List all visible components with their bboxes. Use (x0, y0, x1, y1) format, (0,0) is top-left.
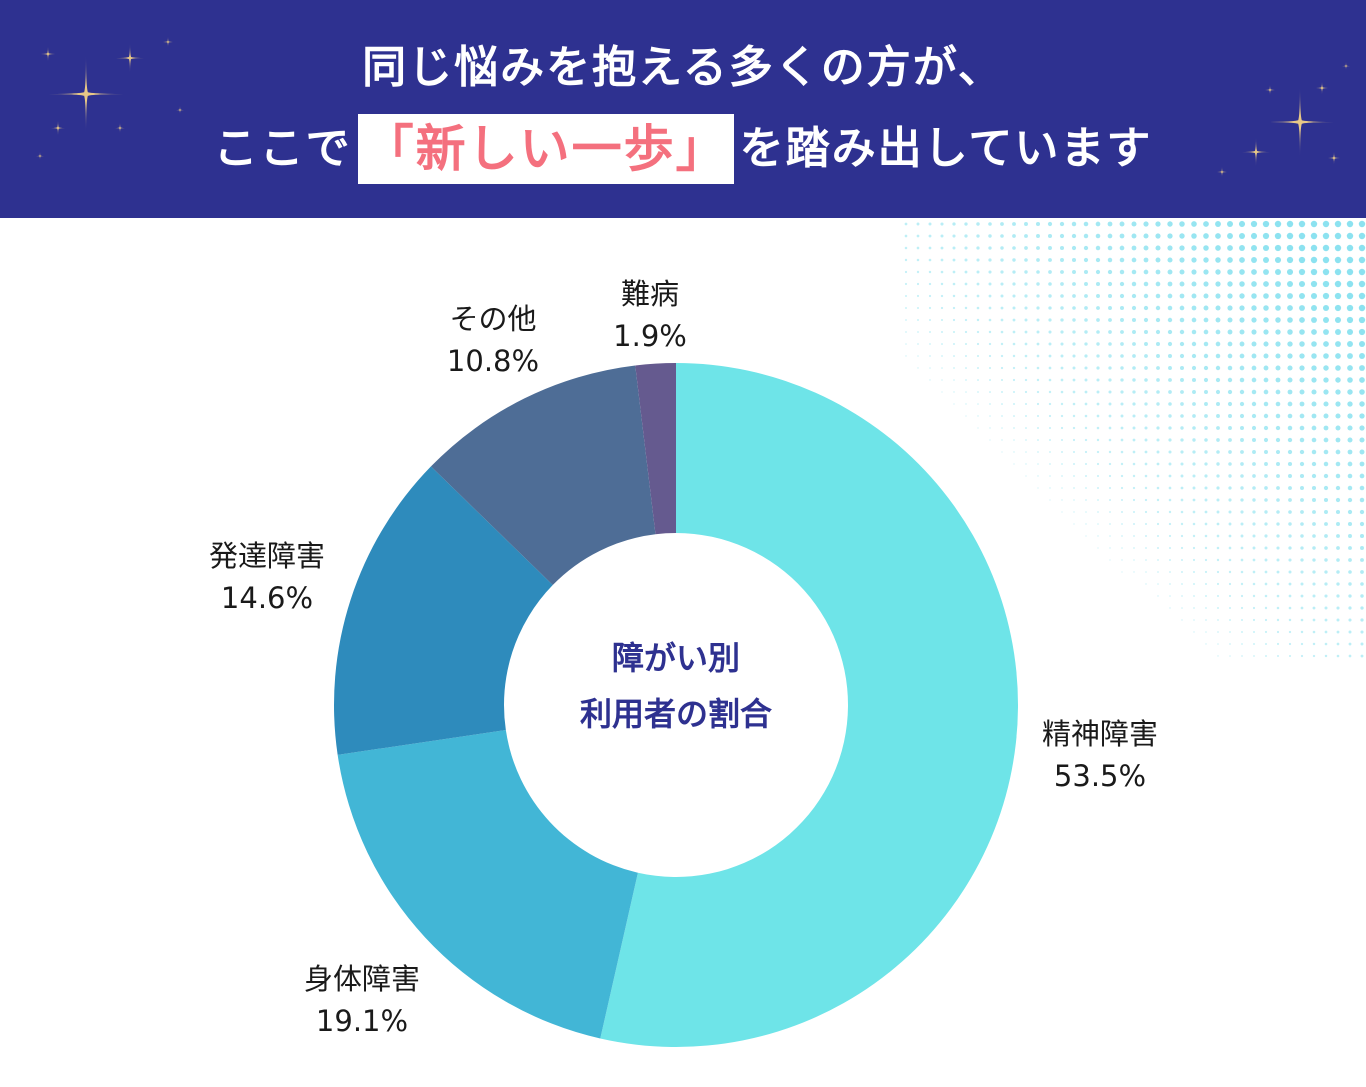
sparkle-icon (1266, 88, 1334, 156)
sparkle-icon (116, 44, 144, 72)
slice-name: 難病 (620, 277, 679, 311)
headline-line-1: 同じ悩みを抱える多くの方が、 (362, 42, 1004, 93)
slice-hattatsu (334, 466, 553, 755)
sparkle-icon (1217, 167, 1227, 177)
center-label-line-1: 障がい別 (611, 639, 740, 677)
slice-label-shintai: 身体障害 19.1% (292, 958, 432, 1042)
sparkle-icon (1265, 85, 1275, 95)
slice-label-sonota: その他 10.8% (423, 298, 563, 382)
sparkle-icon (1328, 152, 1340, 164)
sparkle-icon (1242, 138, 1270, 166)
center-label-line-2: 利用者の割合 (579, 695, 772, 733)
sparkle-icon (1316, 82, 1328, 94)
slice-seishin (600, 363, 1018, 1047)
slice-percent: 19.1% (315, 1004, 409, 1038)
header-banner: 同じ悩みを抱える多くの方が、 ここで 「新しい一歩」 を踏み出しています (0, 0, 1366, 218)
slice-name: 発達障害 (208, 539, 325, 573)
sparkle-decoration-right (1217, 62, 1350, 177)
slice-percent: 53.5% (1053, 759, 1147, 793)
slice-label-seishin: 精神障害 53.5% (1030, 713, 1170, 797)
sparkle-icon (163, 37, 173, 47)
slice-nanbyo (635, 363, 676, 535)
headline-prefix: ここで (213, 123, 352, 174)
slice-name: 精神障害 (1041, 717, 1158, 751)
slice-percent: 10.8% (446, 344, 540, 378)
slice-sonota (430, 365, 656, 586)
halftone-dots-decoration (904, 220, 1366, 658)
sparkle-icon (36, 152, 44, 160)
slice-name: 身体障害 (303, 962, 420, 996)
sparkle-decoration-left (36, 37, 184, 160)
slice-percent: 14.6% (220, 581, 314, 615)
chart-center-label: 障がい別 利用者の割合 (506, 630, 846, 742)
sparkle-icon (48, 56, 124, 132)
sparkle-icon (51, 121, 65, 135)
sparkle-icon (1342, 62, 1350, 70)
headline-highlight: 「新しい一歩」 (357, 114, 734, 184)
sparkle-icon (115, 123, 125, 133)
sparkle-icon (176, 106, 184, 114)
headline-line-2: ここで 「新しい一歩」 を踏み出しています (0, 114, 1366, 184)
slice-name: その他 (449, 302, 537, 336)
slice-percent: 1.9% (613, 319, 687, 353)
headline-suffix: を踏み出しています (739, 123, 1153, 174)
slice-label-hattatsu: 発達障害 14.6% (197, 535, 337, 619)
slice-label-nanbyo: 難病 1.9% (590, 273, 710, 357)
sparkle-icon (41, 47, 55, 61)
slice-shintai (337, 730, 638, 1039)
